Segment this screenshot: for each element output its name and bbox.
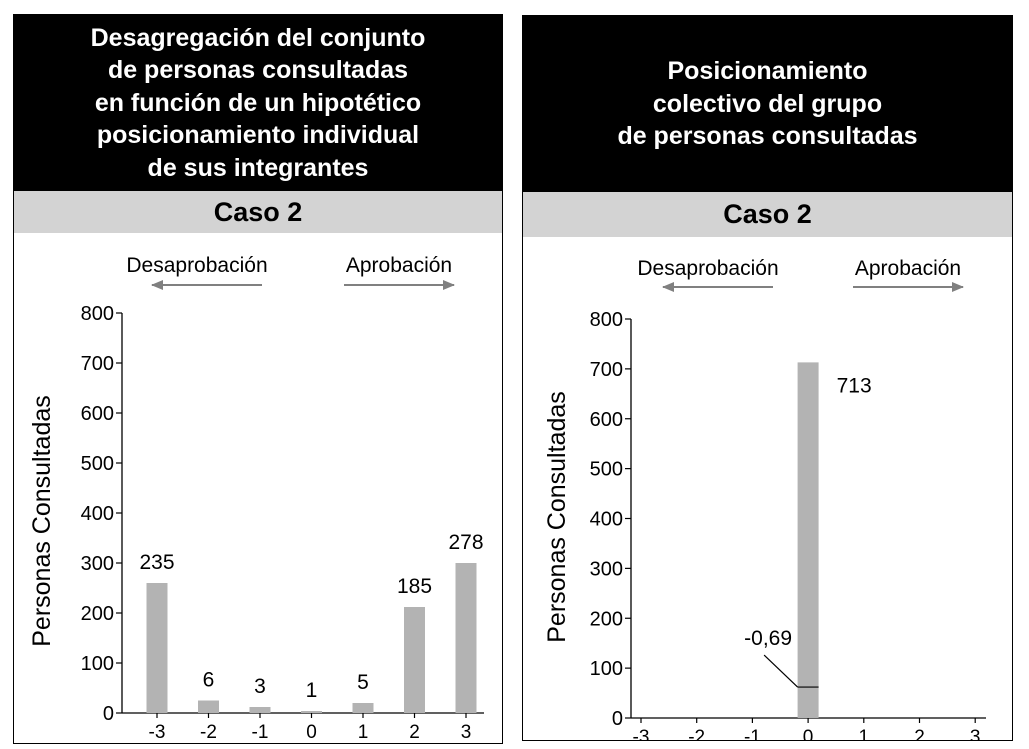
x-tick-label: 0 <box>803 727 814 740</box>
annotation-pointer <box>763 654 799 688</box>
left-panel-heading: Desagregación del conjunto de personas c… <box>14 15 502 191</box>
data-label: 278 <box>448 531 483 554</box>
x-tick-label: 2 <box>409 722 420 743</box>
y-tick-label: 400 <box>81 503 114 525</box>
x-tick-label: 3 <box>970 727 981 740</box>
bar <box>198 700 219 713</box>
x-tick-label: 3 <box>461 722 472 743</box>
left-disapproval-label: Desaprobación <box>126 254 267 277</box>
right-approval-label: Aprobación <box>855 257 961 280</box>
x-tick-label: -3 <box>633 727 650 740</box>
right-y-axis-label: Personas Consultadas <box>543 391 571 643</box>
y-tick-label: 800 <box>81 303 114 325</box>
y-tick-label: 0 <box>103 703 114 725</box>
right-case-label: Caso 2 <box>523 192 1012 237</box>
y-tick-label: 300 <box>590 558 623 580</box>
x-tick-label: -1 <box>252 722 269 743</box>
data-label: 1 <box>306 679 318 702</box>
y-tick-label: 800 <box>590 309 623 331</box>
y-tick-label: 500 <box>81 453 114 475</box>
y-tick-label: 300 <box>81 553 114 575</box>
left-approval-label: Aprobación <box>346 254 452 277</box>
bar <box>249 707 271 713</box>
data-label: 185 <box>397 575 432 598</box>
y-tick-label: 200 <box>81 603 114 625</box>
x-tick-label: 1 <box>358 722 369 743</box>
left-y-axis-label: Personas Consultadas <box>28 395 56 647</box>
bar <box>352 703 374 713</box>
annotation-label: -0,69 <box>744 627 792 650</box>
x-tick-label: -2 <box>200 722 217 743</box>
x-tick-label: 2 <box>914 727 925 740</box>
y-tick-label: 700 <box>590 359 623 381</box>
y-tick-label: 600 <box>81 403 114 425</box>
y-tick-label: 400 <box>590 509 623 531</box>
bar <box>301 711 322 713</box>
right-disapproval-label: Desaprobación <box>637 257 778 280</box>
data-label: 3 <box>254 675 266 698</box>
data-label: 5 <box>357 671 369 694</box>
left-panel: Desagregación del conjunto de personas c… <box>13 14 503 744</box>
data-label: 6 <box>203 669 215 692</box>
data-label: 235 <box>139 551 174 574</box>
right-panel: Posicionamiento colectivo del grupo de p… <box>522 15 1013 741</box>
left-panel-heading-text: Desagregación del conjunto de personas c… <box>90 23 426 182</box>
right-panel-heading-text: Posicionamiento colectivo del grupo de p… <box>617 57 918 151</box>
y-tick-label: 100 <box>590 658 623 680</box>
left-case-label: Caso 2 <box>14 191 502 233</box>
y-tick-label: 0 <box>612 708 623 730</box>
x-tick-label: -1 <box>744 727 761 740</box>
right-chart: Desaprobación Aprobación Personas Consul… <box>543 257 986 740</box>
y-tick-label: 100 <box>81 653 114 675</box>
x-tick-label: -3 <box>149 722 166 743</box>
y-tick-label: 200 <box>590 608 623 630</box>
y-tick-label: 500 <box>590 459 623 481</box>
y-tick-label: 700 <box>81 353 114 375</box>
bar <box>797 362 819 718</box>
bar <box>146 583 168 713</box>
left-chart: Desaprobación Aprobación Personas Consul… <box>28 254 484 743</box>
bar <box>455 563 477 713</box>
bar <box>404 607 425 713</box>
x-tick-label: 1 <box>859 727 870 740</box>
right-panel-heading: Posicionamiento colectivo del grupo de p… <box>523 16 1012 192</box>
x-tick-label: 0 <box>306 722 317 743</box>
data-label: 713 <box>837 374 872 397</box>
y-tick-label: 600 <box>590 409 623 431</box>
x-tick-label: -2 <box>688 727 705 740</box>
